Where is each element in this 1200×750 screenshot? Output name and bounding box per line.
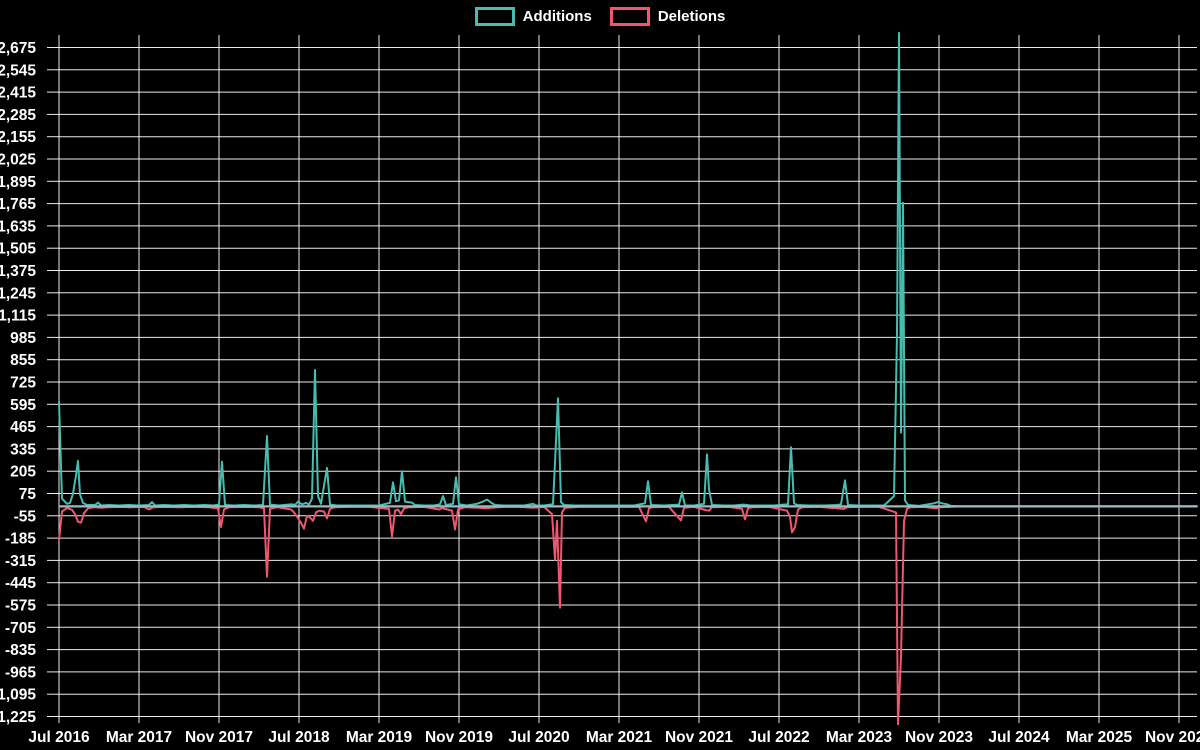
x-tick-label: Nov 2023 [905, 729, 973, 746]
y-tick-label: -705 [5, 620, 36, 637]
y-tick-label: 725 [10, 375, 36, 392]
y-tick-label: 855 [10, 352, 36, 369]
y-tick-label: -185 [5, 531, 36, 548]
legend-item-additions[interactable]: Additions [474, 7, 592, 26]
chart-legend: Additions Deletions [0, 7, 1200, 26]
additions-line [58, 31, 1198, 508]
y-tick-label: -965 [5, 664, 36, 681]
y-tick-label: -445 [5, 575, 36, 592]
x-tick-label: Jul 2024 [988, 729, 1050, 746]
y-tick-label: -1,095 [0, 687, 36, 704]
y-tick-label: 1,505 [0, 241, 36, 258]
y-tick-label: 1,245 [0, 285, 36, 302]
y-tick-label: -1,225 [0, 709, 36, 726]
x-tick-label: Nov 2019 [425, 729, 493, 746]
y-tick-label: -575 [5, 598, 36, 615]
x-tick-label: Jul 2016 [28, 729, 90, 746]
x-tick-label: Jul 2020 [508, 729, 569, 746]
y-tick-label: 985 [10, 330, 36, 347]
x-tick-label: Mar 2025 [1066, 729, 1133, 746]
y-tick-label: 205 [10, 464, 36, 481]
x-tick-label: Nov 2021 [665, 729, 733, 746]
y-tick-label: 595 [10, 397, 36, 414]
y-tick-label: -315 [5, 553, 36, 570]
y-tick-label: 2,285 [0, 107, 36, 124]
y-tick-label: 2,025 [0, 152, 36, 169]
legend-item-deletions[interactable]: Deletions [609, 7, 726, 26]
y-tick-label: 2,155 [0, 129, 36, 146]
y-tick-label: 2,675 [0, 40, 36, 57]
x-tick-label: Nov 2025 [1145, 729, 1200, 746]
deletions-swatch-icon [609, 7, 650, 26]
x-tick-label: Mar 2023 [826, 729, 893, 746]
y-tick-label: -835 [5, 642, 36, 659]
y-tick-label: 1,115 [0, 308, 36, 325]
x-tick-label: Jul 2018 [268, 729, 330, 746]
y-tick-label: 1,635 [0, 218, 36, 235]
x-tick-label: Mar 2019 [346, 729, 413, 746]
y-tick-label: 75 [19, 486, 37, 503]
y-tick-label: -55 [14, 508, 37, 525]
additions-swatch-icon [474, 7, 515, 26]
x-tick-label: Jul 2022 [748, 729, 809, 746]
legend-label-deletions: Deletions [657, 8, 726, 25]
y-tick-label: 465 [10, 419, 36, 436]
legend-label-additions: Additions [522, 8, 592, 25]
x-tick-label: Mar 2021 [586, 729, 653, 746]
y-tick-label: 2,545 [0, 62, 36, 79]
y-tick-label: 1,895 [0, 174, 36, 191]
deletions-line [58, 505, 1198, 726]
y-tick-label: 1,375 [0, 263, 36, 280]
x-tick-label: Nov 2017 [185, 729, 253, 746]
x-tick-label: Mar 2017 [106, 729, 172, 746]
y-tick-label: 1,765 [0, 196, 36, 213]
y-tick-label: 335 [10, 441, 36, 458]
y-tick-label: 2,415 [0, 85, 36, 102]
